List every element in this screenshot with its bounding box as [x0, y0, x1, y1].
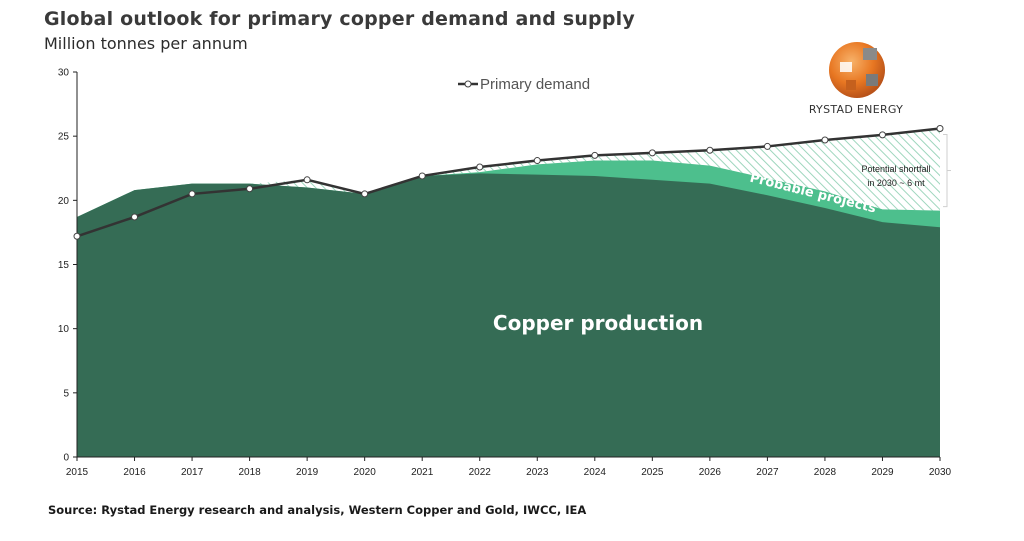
- primary-demand-point: [246, 185, 254, 193]
- x-tick-label: 2015: [66, 467, 89, 478]
- primary-demand-point: [763, 142, 771, 150]
- primary-demand-line: [76, 127, 941, 238]
- shortfall-area: [77, 128, 940, 218]
- x-tick-label: 2024: [584, 467, 607, 478]
- primary-demand-point: [821, 136, 829, 144]
- primary-demand-point: [361, 190, 369, 198]
- copper-production-area: [77, 173, 940, 457]
- legend-label: Primary demand: [480, 76, 590, 93]
- shortfall-note-line1: Potential shortfall: [861, 164, 930, 174]
- primary-demand-point: [591, 151, 599, 159]
- source-note: Source: Rystad Energy research and analy…: [48, 503, 587, 517]
- y-tick-label: 30: [58, 68, 70, 79]
- x-tick-label: 2019: [296, 467, 319, 478]
- y-tick-label: 10: [58, 324, 70, 335]
- primary-demand-point: [706, 146, 714, 154]
- x-tick-label: 2029: [871, 467, 894, 478]
- shortfall-bracket: [943, 133, 948, 208]
- x-tick-label: 2021: [411, 467, 434, 478]
- copper-production-label: Copper production: [493, 311, 703, 335]
- x-tick-label: 2027: [756, 467, 779, 478]
- x-tick-label: 2030: [929, 467, 952, 478]
- legend-marker: [464, 80, 472, 88]
- y-tick-label: 0: [63, 453, 69, 464]
- x-tick-label: 2017: [181, 467, 204, 478]
- x-tick-label: 2025: [641, 467, 664, 478]
- logo-text: RYSTAD ENERGY: [808, 103, 904, 116]
- y-tick-label: 15: [58, 260, 70, 271]
- primary-demand-point: [303, 176, 311, 184]
- primary-demand-point: [878, 131, 886, 139]
- primary-demand-point: [476, 163, 484, 171]
- primary-demand-point: [533, 157, 541, 165]
- rystad-globe-icon: [829, 42, 885, 98]
- primary-demand-point: [73, 232, 81, 240]
- primary-demand-point: [188, 190, 196, 198]
- x-tick-label: 2016: [123, 467, 146, 478]
- x-tick-label: 2020: [354, 467, 377, 478]
- primary-demand-point: [936, 124, 944, 132]
- x-tick-label: 2028: [814, 467, 837, 478]
- primary-demand-point: [131, 213, 139, 221]
- primary-demand-point: [648, 149, 656, 157]
- chart-subtitle: Million tonnes per annum: [44, 34, 248, 53]
- y-tick-label: 20: [58, 196, 70, 207]
- x-tick-label: 2023: [526, 467, 549, 478]
- x-tick-label: 2026: [699, 467, 722, 478]
- y-tick-label: 5: [63, 388, 69, 399]
- chart-title: Global outlook for primary copper demand…: [44, 8, 635, 30]
- primary-demand-point: [418, 172, 426, 180]
- rystad-logo: RYSTAD ENERGY: [800, 40, 910, 120]
- x-tick-label: 2018: [238, 467, 261, 478]
- x-tick-label: 2022: [469, 467, 492, 478]
- y-tick-label: 25: [58, 132, 70, 143]
- shortfall-note-line2: in 2030 ~ 6 mt: [867, 178, 925, 188]
